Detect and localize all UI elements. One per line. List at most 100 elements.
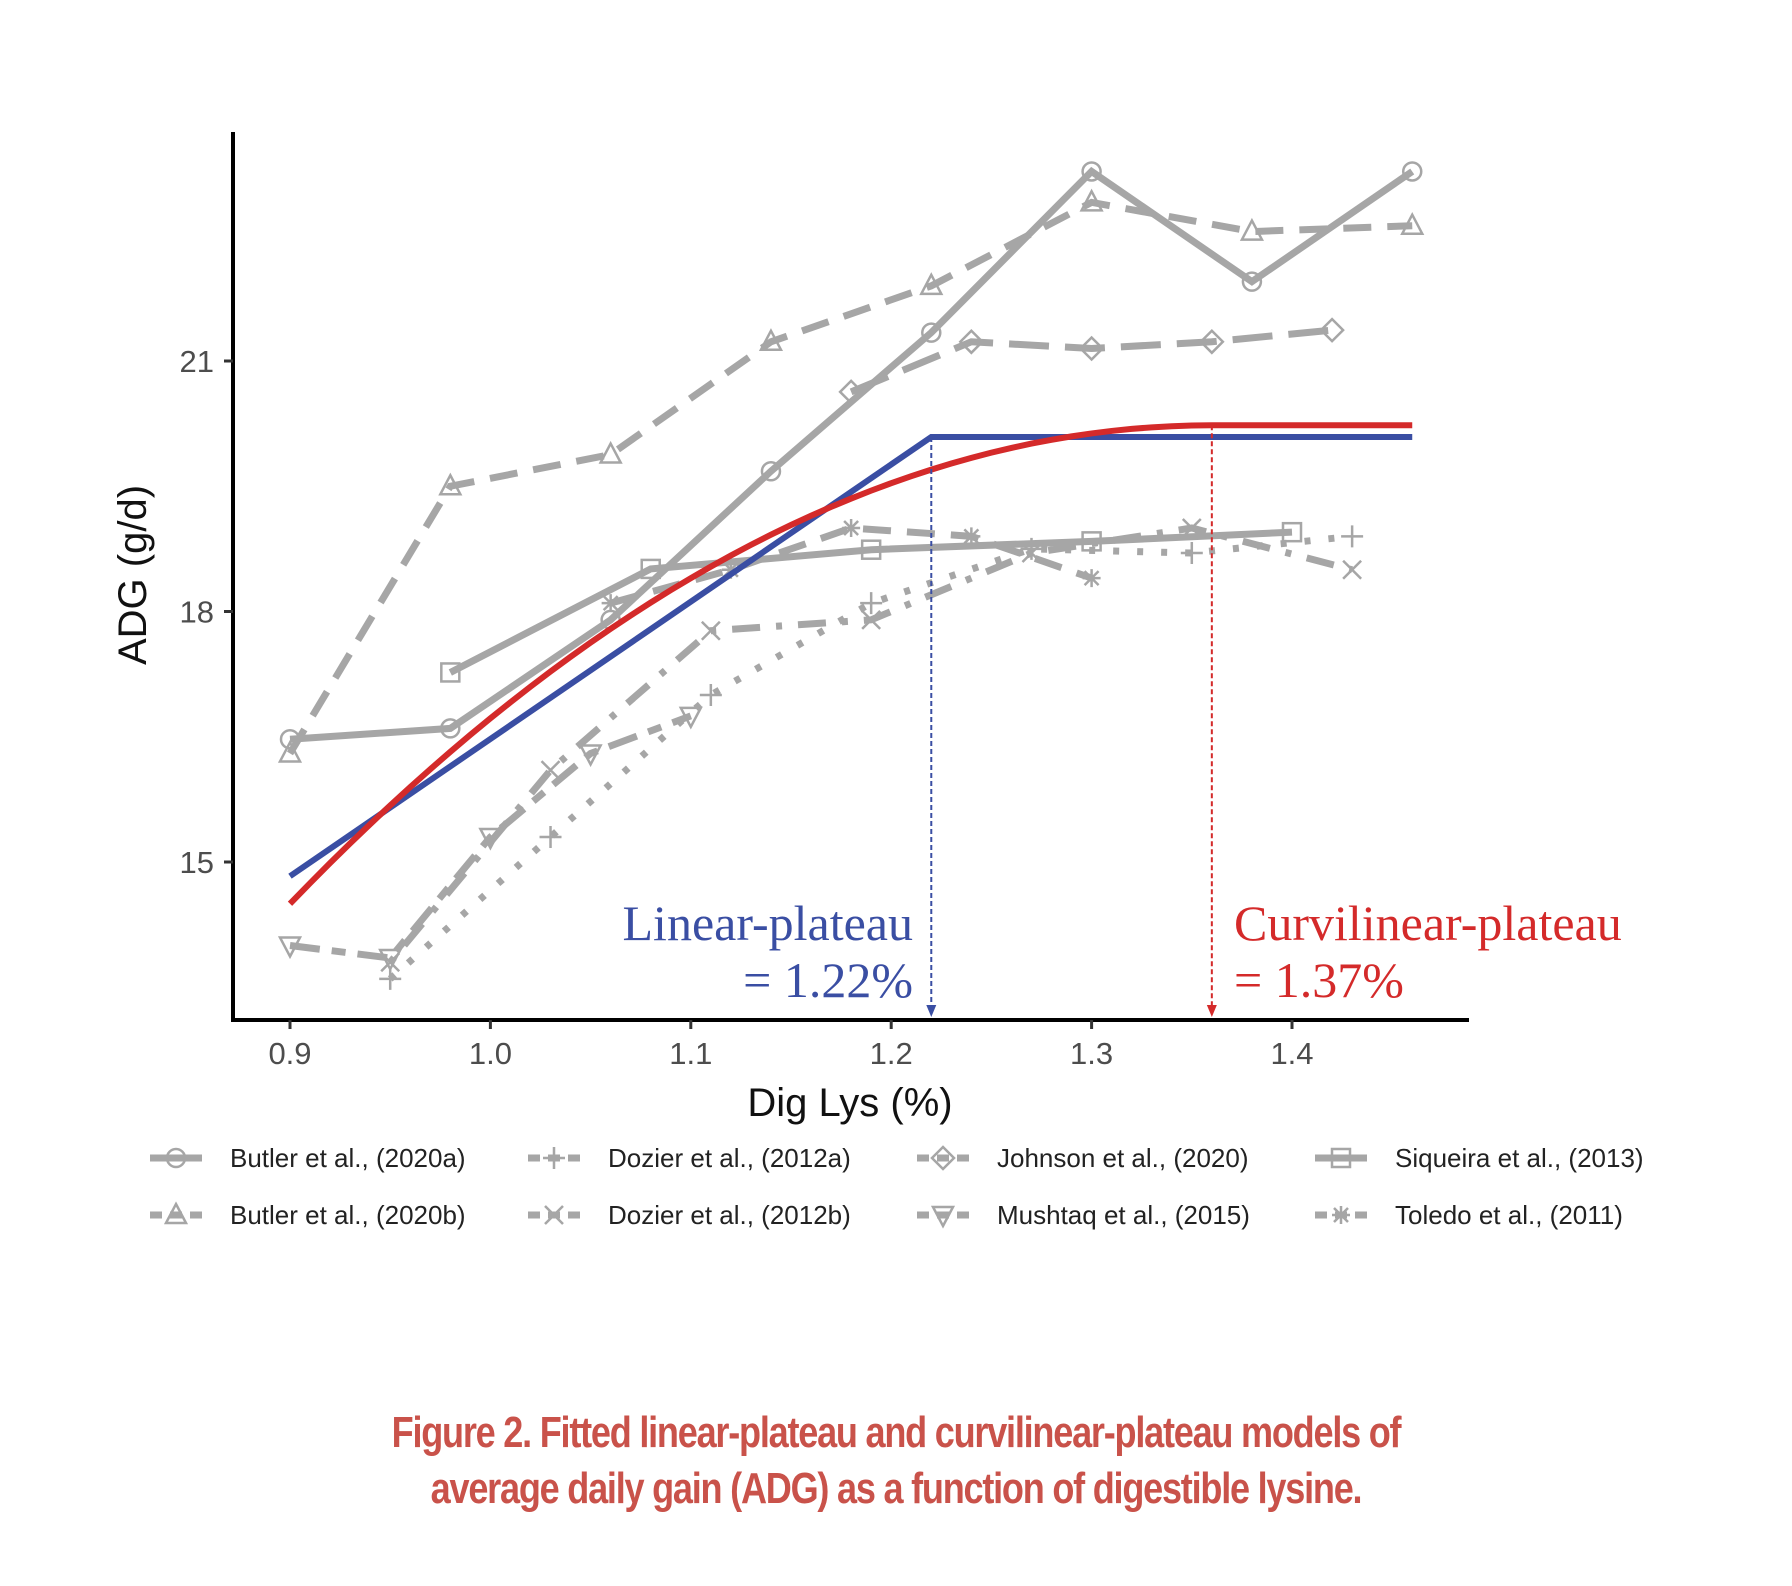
legend-item-johnson-et-al-2020: Johnson et al., (2020) (917, 1143, 1249, 1173)
data-point (540, 760, 561, 781)
x-tick-label: 1.1 (669, 1036, 712, 1071)
series-johnson-et-al-2020 (838, 317, 1345, 405)
data-point (578, 744, 603, 768)
data-point (277, 739, 303, 763)
series-butler-et-al-2020b (277, 188, 1425, 763)
x-tick-label: 1.0 (469, 1036, 512, 1071)
legend-item-siqueira-et-al-2013: Siqueira et al., (2013) (1315, 1143, 1644, 1173)
data-point (1241, 271, 1263, 292)
data-point (1281, 521, 1303, 543)
data-point (721, 560, 740, 579)
legend-item-butler-et-al-2020a: Butler et al., (2020a) (150, 1143, 466, 1173)
data-point (1180, 542, 1203, 565)
data-point (860, 592, 883, 615)
series-line (609, 524, 1093, 607)
data-point (438, 472, 463, 496)
series-line (289, 712, 693, 962)
legend-marker-icon (165, 1147, 187, 1169)
legend-marker-icon (930, 1205, 956, 1229)
x-tick-label: 1.4 (1270, 1036, 1313, 1071)
x-tick-label: 0.9 (268, 1036, 311, 1071)
data-point (758, 328, 784, 352)
data-point (1199, 329, 1225, 355)
data-point (1081, 161, 1102, 182)
curvilinear-plateau-value: = 1.37% (1234, 952, 1404, 1008)
series-line (286, 198, 1413, 756)
linear-plateau-arrow-icon (926, 1005, 937, 1017)
fit-layer (287, 422, 1413, 1017)
legend-item-dozier-et-al-2012a: Dozier et al., (2012a) (528, 1143, 851, 1173)
linear-plateau-label: Linear-plateau (623, 895, 913, 951)
legend-label: Butler et al., (2020a) (230, 1143, 466, 1173)
series-siqueira-et-al-2013 (440, 521, 1303, 683)
series-dozier-et-al-2012a (379, 525, 1364, 990)
series-mushtaq-et-al-2015 (277, 706, 703, 972)
data-point (842, 519, 861, 537)
linear-plateau-value: = 1.22% (743, 952, 913, 1008)
legend: Butler et al., (2020a) Butler et al., (20… (150, 1143, 1644, 1230)
x-tick-label: 1.2 (870, 1036, 913, 1071)
series-butler-et-al-2020a (279, 161, 1423, 750)
curvilinear-plateau-fit-line (287, 422, 1413, 906)
data-point (440, 718, 461, 739)
y-tick-label: 21 (180, 344, 214, 379)
data-point (1082, 569, 1101, 588)
legend-marker-icon (930, 1145, 956, 1171)
data-point (598, 440, 623, 464)
data-point (1342, 559, 1363, 580)
data-point (601, 594, 620, 613)
data-point (440, 662, 461, 683)
curvilinear-plateau-arrow-icon (1206, 1005, 1217, 1017)
series-line (849, 326, 1333, 396)
legend-marker-icon (1332, 1206, 1350, 1224)
data-point (1239, 217, 1264, 241)
linear-plateau-fit-line (288, 433, 1413, 879)
series-toledo-et-al-2011 (601, 519, 1101, 613)
data-point (919, 272, 944, 296)
tick-layer: 0.9 1.0 1.1 1.2 1.3 1.4 15 18 21 (180, 344, 1314, 1071)
data-point (1341, 525, 1364, 548)
legend-label: Dozier et al., (2012b) (608, 1200, 851, 1230)
data-point (1078, 335, 1105, 362)
series-line (448, 528, 1293, 676)
data-point (1081, 531, 1102, 552)
legend-item-toledo-et-al-2011: Toledo et al., (2011) (1315, 1200, 1623, 1230)
curvilinear-plateau-label: Curvilinear-plateau (1234, 895, 1622, 951)
legend-item-dozier-et-al-2012b: Dozier et al., (2012b) (528, 1200, 851, 1230)
data-point (838, 379, 864, 405)
series-line (289, 166, 1415, 743)
data-point (539, 825, 562, 848)
data-point (640, 558, 661, 580)
data-point (860, 539, 882, 560)
legend-item-butler-et-al-2020b: Butler et al., (2020b) (150, 1200, 466, 1230)
y-tick-label: 18 (180, 595, 214, 630)
data-point (861, 609, 882, 630)
data-point (1400, 212, 1425, 235)
legend-label: Johnson et al., (2020) (997, 1143, 1249, 1173)
legend-label: Butler et al., (2020b) (230, 1200, 466, 1230)
data-point (378, 948, 403, 972)
legend-label: Siqueira et al., (2013) (1395, 1143, 1644, 1173)
legend-label: Mushtaq et al., (2015) (997, 1200, 1250, 1230)
x-tick-label: 1.3 (1070, 1036, 1113, 1071)
data-point (700, 620, 721, 641)
y-tick-label: 15 (180, 845, 214, 880)
series-layer (277, 161, 1425, 990)
legend-marker-icon (163, 1201, 189, 1225)
data-point (1401, 161, 1423, 182)
data-point (699, 684, 722, 706)
y-axis-title: ADG (g/d) (111, 485, 155, 665)
legend-label: Toledo et al., (2011) (1395, 1200, 1623, 1230)
data-point (760, 460, 782, 482)
caption-line-2: average daily gain (ADG) as a function o… (430, 1464, 1363, 1513)
data-point (678, 706, 703, 730)
caption-line-1: Figure 2. Fitted linear-plateau and curv… (391, 1408, 1402, 1457)
figure-caption: Figure 2. Fitted linear-plateau and curv… (0, 1405, 1792, 1517)
legend-item-mushtaq-et-al-2015: Mushtaq et al., (2015) (917, 1200, 1250, 1230)
legend-label: Dozier et al., (2012a) (608, 1143, 851, 1173)
data-point (1079, 188, 1104, 212)
legend-marker-icon (544, 1205, 564, 1225)
data-point (277, 936, 303, 960)
data-point (958, 329, 985, 355)
